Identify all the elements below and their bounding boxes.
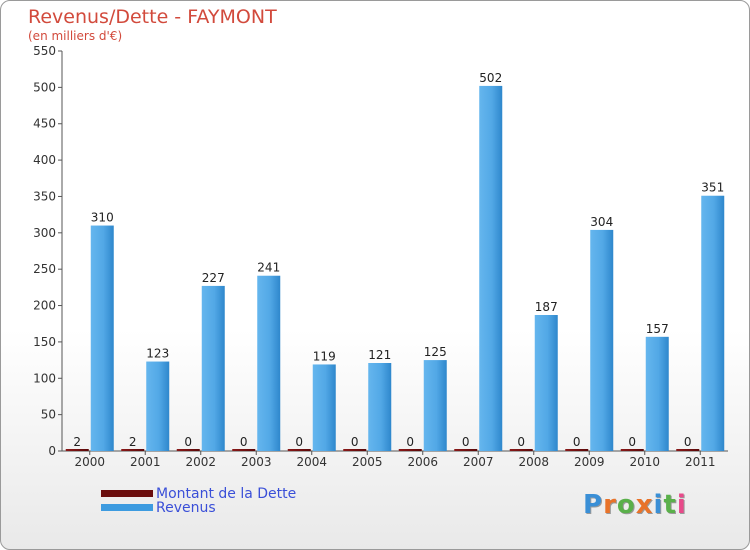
y-tick-label: 250 — [33, 262, 56, 276]
x-tick-label: 2004 — [296, 455, 327, 469]
bar-revenus — [90, 225, 114, 451]
proxiti-logo: Proxiti — [583, 490, 687, 520]
bar-revenus — [534, 315, 558, 451]
data-label-dette: 0 — [684, 435, 692, 449]
data-label-dette: 0 — [517, 435, 525, 449]
legend-label-dette: Montant de la Dette — [156, 486, 297, 502]
bar-revenus — [423, 360, 447, 451]
x-tick-label: 2008 — [518, 455, 549, 469]
y-tick-label: 0 — [48, 444, 56, 458]
bar-revenus — [701, 195, 725, 451]
data-label-dette: 0 — [184, 435, 192, 449]
data-label-dette: 0 — [351, 435, 359, 449]
data-label-dette: 2 — [129, 435, 137, 449]
bar-revenus — [146, 361, 170, 451]
data-label-dette: 0 — [406, 435, 414, 449]
legend-label-revenus: Revenus — [156, 500, 216, 516]
bar-revenus — [368, 363, 392, 451]
data-label-dette: 2 — [73, 435, 81, 449]
x-tick-label: 2007 — [463, 455, 494, 469]
y-tick-label: 200 — [33, 299, 56, 313]
y-tick-label: 500 — [33, 80, 56, 94]
bar-dette — [676, 449, 700, 451]
x-tick-label: 2010 — [629, 455, 660, 469]
x-tick-label: 2005 — [352, 455, 383, 469]
data-label-dette: 0 — [240, 435, 248, 449]
bar-dette — [121, 449, 145, 451]
x-tick-label: 2000 — [74, 455, 105, 469]
bar-dette — [65, 449, 89, 451]
data-label-revenus: 123 — [146, 347, 169, 361]
x-tick-label: 2006 — [407, 455, 438, 469]
bar-dette — [176, 449, 200, 451]
logo-letter: x — [635, 490, 654, 520]
logo-letter: o — [616, 490, 636, 520]
bar-revenus — [645, 336, 669, 451]
bar-revenus — [312, 364, 336, 451]
bar-dette — [565, 449, 589, 451]
bar-dette — [509, 449, 533, 451]
bar-revenus — [479, 85, 503, 451]
bar-dette — [232, 449, 256, 451]
chart-subtitle: (en milliers d'€) — [28, 29, 123, 43]
data-label-dette: 0 — [573, 435, 581, 449]
legend-swatch-dette — [101, 490, 153, 497]
bar-dette — [454, 449, 478, 451]
y-tick-label: 550 — [33, 44, 56, 58]
bar-dette — [398, 449, 422, 451]
data-label-revenus: 351 — [701, 181, 724, 195]
x-tick-label: 2001 — [130, 455, 161, 469]
x-tick-label: 2002 — [185, 455, 216, 469]
logo-letter: i — [676, 490, 687, 520]
legend-swatch-revenus — [101, 504, 153, 511]
chart-title: Revenus/Dette - FAYMONT — [28, 6, 277, 28]
data-label-revenus: 119 — [313, 349, 336, 363]
bar-dette — [287, 449, 311, 451]
data-label-revenus: 310 — [91, 211, 114, 225]
data-label-dette: 0 — [628, 435, 636, 449]
y-tick-label: 150 — [33, 335, 56, 349]
y-tick-label: 450 — [33, 117, 56, 131]
data-label-dette: 0 — [295, 435, 303, 449]
data-label-revenus: 157 — [646, 322, 669, 336]
data-label-dette: 0 — [462, 435, 470, 449]
data-label-revenus: 227 — [202, 271, 225, 285]
y-tick-label: 50 — [41, 408, 56, 422]
y-tick-label: 100 — [33, 371, 56, 385]
bar-dette — [620, 449, 644, 451]
x-tick-label: 2011 — [685, 455, 716, 469]
x-tick-label: 2009 — [574, 455, 605, 469]
data-label-revenus: 241 — [257, 261, 280, 275]
data-label-revenus: 502 — [479, 71, 502, 85]
x-tick-label: 2003 — [241, 455, 272, 469]
data-label-revenus: 304 — [590, 215, 613, 229]
bar-revenus — [201, 285, 225, 451]
data-label-revenus: 125 — [424, 345, 447, 359]
logo-letter: r — [603, 490, 617, 520]
y-tick-label: 350 — [33, 189, 56, 203]
data-label-revenus: 187 — [535, 300, 558, 314]
data-label-revenus: 121 — [368, 348, 391, 362]
bar-revenus — [590, 229, 614, 451]
bar-revenus — [257, 275, 281, 451]
y-tick-label: 400 — [33, 153, 56, 167]
bar-dette — [343, 449, 367, 451]
logo-letter: t — [663, 490, 677, 520]
logo-letter: P — [583, 490, 604, 520]
logo-letter: i — [653, 490, 664, 520]
y-tick-label: 300 — [33, 226, 56, 240]
